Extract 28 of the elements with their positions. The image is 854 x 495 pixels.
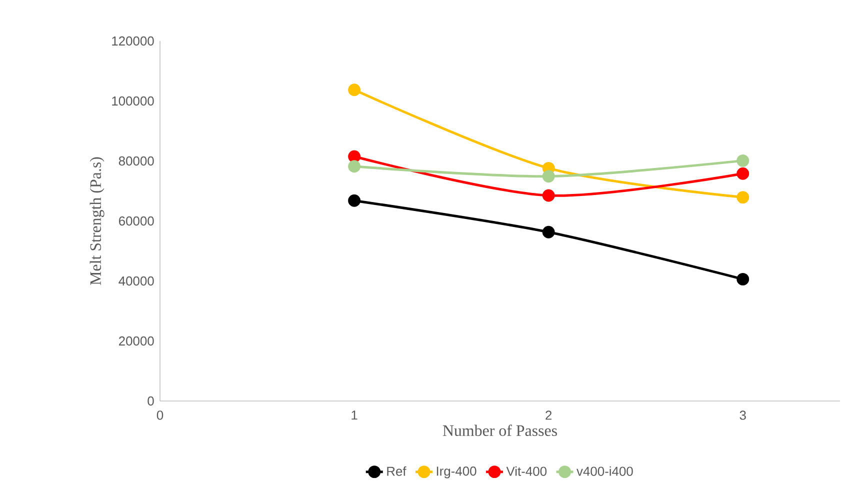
point (348, 194, 361, 207)
x-tick-label: 2 (546, 410, 552, 420)
point (348, 84, 361, 96)
y-tick-label: 100000 (112, 96, 154, 106)
y-tick-label: 60000 (118, 216, 154, 226)
legend-label: Irg-400 (436, 466, 476, 478)
y-tick-label: 80000 (118, 156, 154, 166)
point (736, 154, 750, 167)
y-tick-label: 120000 (112, 36, 154, 46)
point (736, 167, 750, 180)
point (542, 189, 555, 202)
y-tick-label: 40000 (118, 276, 154, 286)
point (348, 150, 361, 163)
y-tick-label: 0 (148, 396, 154, 406)
x-tick-label: 3 (740, 410, 746, 420)
point (542, 226, 555, 238)
x-tick-label: 0 (156, 410, 164, 420)
point (736, 191, 750, 204)
legend-label: v400-i400 (576, 466, 633, 476)
point (542, 170, 555, 183)
point (348, 160, 361, 173)
y-axis-title: Melt Strength (Pa.s) (90, 157, 104, 285)
legend-label: Vit-400 (506, 466, 547, 476)
legend-label: Ref (387, 466, 406, 476)
x-axis-title: Number of Passes (442, 424, 557, 436)
x-tick-label: 1 (352, 410, 358, 420)
point (736, 272, 750, 286)
y-tick-label: 20000 (118, 336, 154, 346)
